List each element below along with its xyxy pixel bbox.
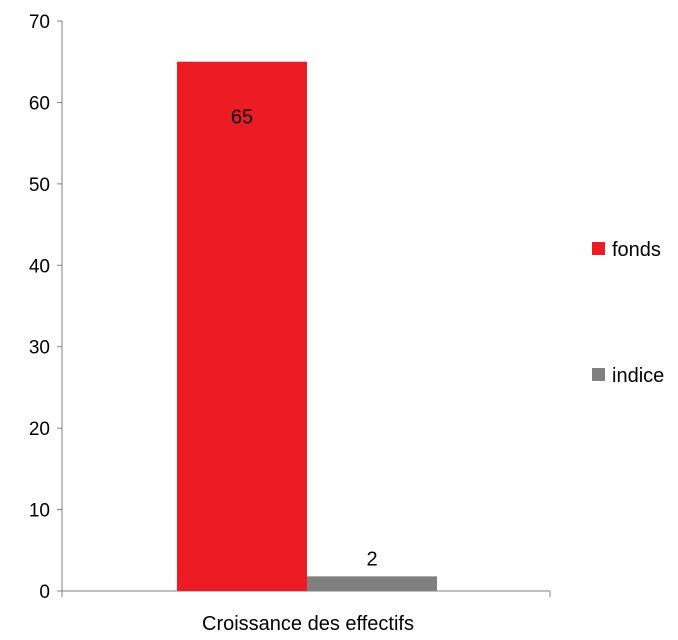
data-label: 65 — [231, 107, 253, 129]
legend-label-fonds: fonds — [612, 239, 661, 261]
bar-fonds — [177, 61, 307, 591]
category-label: Croissance des effectifs — [202, 613, 414, 635]
y-tick-label: 20 — [29, 419, 50, 440]
y-tick-label: 0 — [39, 582, 50, 603]
y-tick-label: 50 — [29, 175, 50, 196]
y-tick-label: 70 — [29, 12, 50, 33]
y-tick-label: 30 — [29, 338, 50, 359]
data-label: 2 — [366, 548, 377, 570]
legend-swatch-fonds — [592, 242, 605, 255]
axes: 0 10 20 30 40 50 60 70 Croissance des effectifs — [29, 12, 551, 635]
y-tick-label: 40 — [29, 256, 50, 277]
legend: fonds indice — [592, 239, 664, 387]
y-tick-label: 10 — [29, 501, 50, 522]
bars — [177, 61, 437, 591]
bar-indice — [307, 576, 437, 591]
legend-label-indice: indice — [612, 365, 664, 387]
legend-swatch-indice — [592, 368, 605, 381]
data-labels: 65 2 — [231, 107, 378, 571]
y-tick-label: 60 — [29, 93, 50, 114]
